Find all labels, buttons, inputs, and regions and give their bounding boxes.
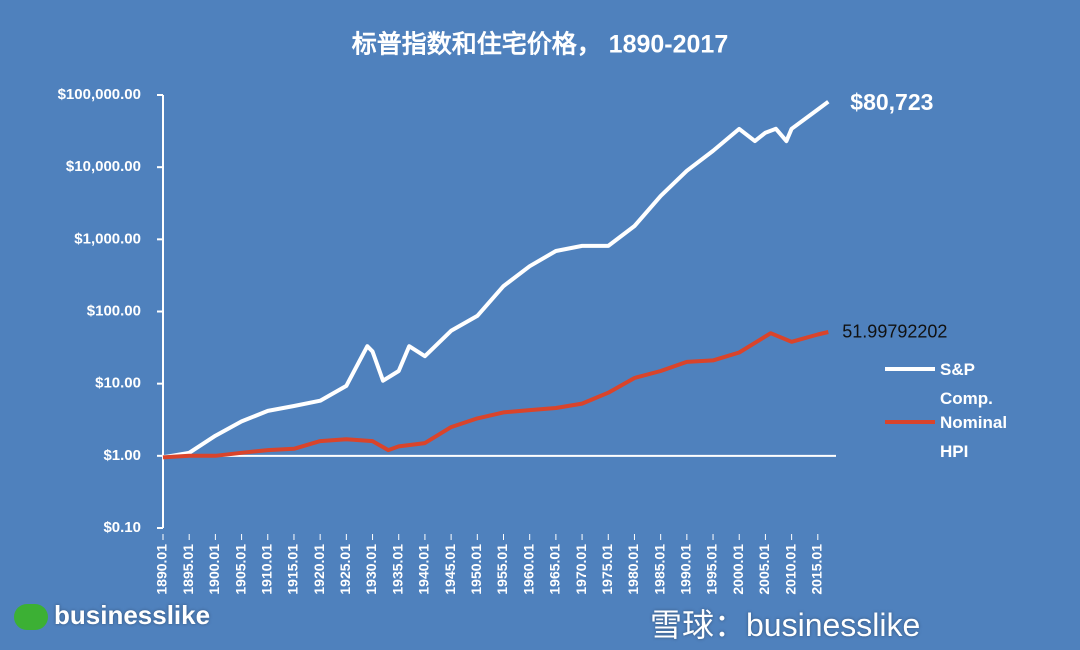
end-value-label: $80,723: [850, 89, 933, 115]
y-tick-label: $100.00: [87, 302, 141, 319]
legend-swatch: [885, 367, 935, 371]
series-line: [162, 330, 829, 460]
end-value-label: 51.99792202: [842, 322, 947, 342]
x-tick-label: 1960.01: [520, 544, 536, 595]
x-tick-label: 1905.01: [232, 544, 248, 595]
x-tick-label: 1900.01: [206, 544, 222, 595]
x-tick-label: 1995.01: [704, 544, 720, 595]
x-tick-label: 1910.01: [258, 544, 274, 595]
x-tick-label: 1970.01: [573, 544, 589, 595]
x-tick-label: 2005.01: [756, 544, 772, 595]
legend-swatch: [885, 420, 935, 424]
x-tick-label: 1980.01: [625, 544, 641, 595]
x-tick-label: 1925.01: [337, 544, 353, 595]
watermark: 雪球：businesslike: [650, 600, 920, 646]
y-tick-label: $100,000.00: [58, 86, 141, 103]
legend-label: Nominal HPI: [940, 413, 1008, 461]
watermark-text: businesslike: [54, 600, 211, 630]
x-tick-label: 2010.01: [782, 544, 798, 595]
x-tick-label: 1985.01: [651, 544, 667, 595]
x-tick-label: 1950.01: [468, 544, 484, 595]
x-tick-label: 1935.01: [389, 544, 405, 595]
x-tick-label: 1915.01: [285, 544, 301, 595]
x-tick-label: 1895.01: [180, 544, 196, 595]
x-tick-label: 1975.01: [599, 544, 615, 595]
y-tick-label: $1.00: [103, 447, 141, 464]
legend-label: S&P Comp.: [940, 360, 993, 408]
wechat-icon: [14, 604, 48, 631]
series-line: [162, 100, 830, 460]
y-tick-label: $1,000.00: [74, 230, 141, 247]
x-tick-label: 1945.01: [442, 544, 458, 595]
watermark: businesslike: [14, 600, 210, 631]
x-tick-label: 1940.01: [416, 544, 432, 595]
x-tick-label: 1990.01: [678, 544, 694, 595]
chart-title: 标普指数和住宅价格， 1890-2017: [352, 30, 729, 59]
x-tick-label: 1920.01: [311, 544, 327, 595]
x-tick-label: 1955.01: [494, 544, 510, 595]
y-tick-label: $10,000.00: [66, 158, 141, 175]
x-tick-label: 1890.01: [154, 544, 170, 595]
x-tick-label: 1965.01: [547, 544, 563, 595]
y-tick-label: $10.00: [95, 375, 141, 392]
y-tick-label: $0.10: [103, 519, 141, 536]
x-tick-label: 2000.01: [730, 544, 746, 595]
watermark-text: 雪球：businesslike: [650, 607, 921, 643]
x-tick-label: 2015.01: [809, 544, 825, 595]
x-tick-label: 1930.01: [363, 544, 379, 595]
